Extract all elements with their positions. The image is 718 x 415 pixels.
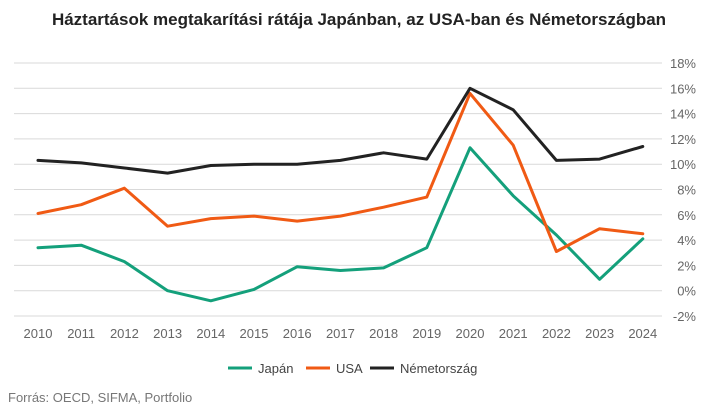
- y-tick-label: 16%: [670, 81, 696, 96]
- series-line-0: [36, 146, 645, 303]
- y-tick-label: 10%: [670, 157, 696, 172]
- series-lines: [36, 86, 645, 303]
- y-axis-ticks: 18% 16% 14% 12% 10% 8% 6% 4% 2% 0% -2%: [670, 56, 696, 324]
- x-tick-label: 2014: [196, 326, 225, 341]
- x-tick-label: 2023: [585, 326, 614, 341]
- x-tick-label: 2018: [369, 326, 398, 341]
- y-tick-label: -2%: [673, 309, 697, 324]
- x-tick-label: 2011: [67, 326, 95, 341]
- x-tick-label: 2022: [542, 326, 571, 341]
- x-tick-label: 2017: [326, 326, 355, 341]
- y-tick-label: 2%: [677, 258, 696, 273]
- legend: Japán USA Németország: [228, 361, 477, 376]
- source-note: Forrás: OECD, SIFMA, Portfolio: [8, 390, 193, 405]
- x-tick-label: 2021: [499, 326, 528, 341]
- y-tick-label: 18%: [670, 56, 696, 71]
- series-line-1: [36, 91, 645, 253]
- legend-label: Németország: [400, 361, 477, 376]
- gridlines: [14, 62, 662, 317]
- y-tick-label: 4%: [677, 233, 696, 248]
- x-tick-label: 2012: [110, 326, 139, 341]
- x-tick-label: 2016: [283, 326, 312, 341]
- x-tick-label: 2024: [628, 326, 657, 341]
- y-tick-label: 0%: [677, 284, 696, 299]
- x-tick-label: 2013: [153, 326, 182, 341]
- series-line-2: [36, 86, 645, 175]
- x-tick-label: 2010: [24, 326, 53, 341]
- chart-title: Háztartások megtakarítási rátája Japánba…: [51, 10, 667, 29]
- y-tick-label: 14%: [670, 107, 696, 122]
- y-tick-label: 12%: [670, 132, 696, 147]
- x-tick-label: 2020: [456, 326, 485, 341]
- y-tick-label: 8%: [677, 183, 696, 198]
- x-tick-label: 2015: [240, 326, 269, 341]
- legend-label: Japán: [258, 361, 293, 376]
- y-tick-label: 6%: [677, 208, 696, 223]
- x-axis-ticks: 2010 2011 2012 2013 2014 2015 2016 2017 2018 2019…: [24, 326, 658, 341]
- x-tick-label: 2019: [412, 326, 441, 341]
- legend-label: USA: [336, 361, 363, 376]
